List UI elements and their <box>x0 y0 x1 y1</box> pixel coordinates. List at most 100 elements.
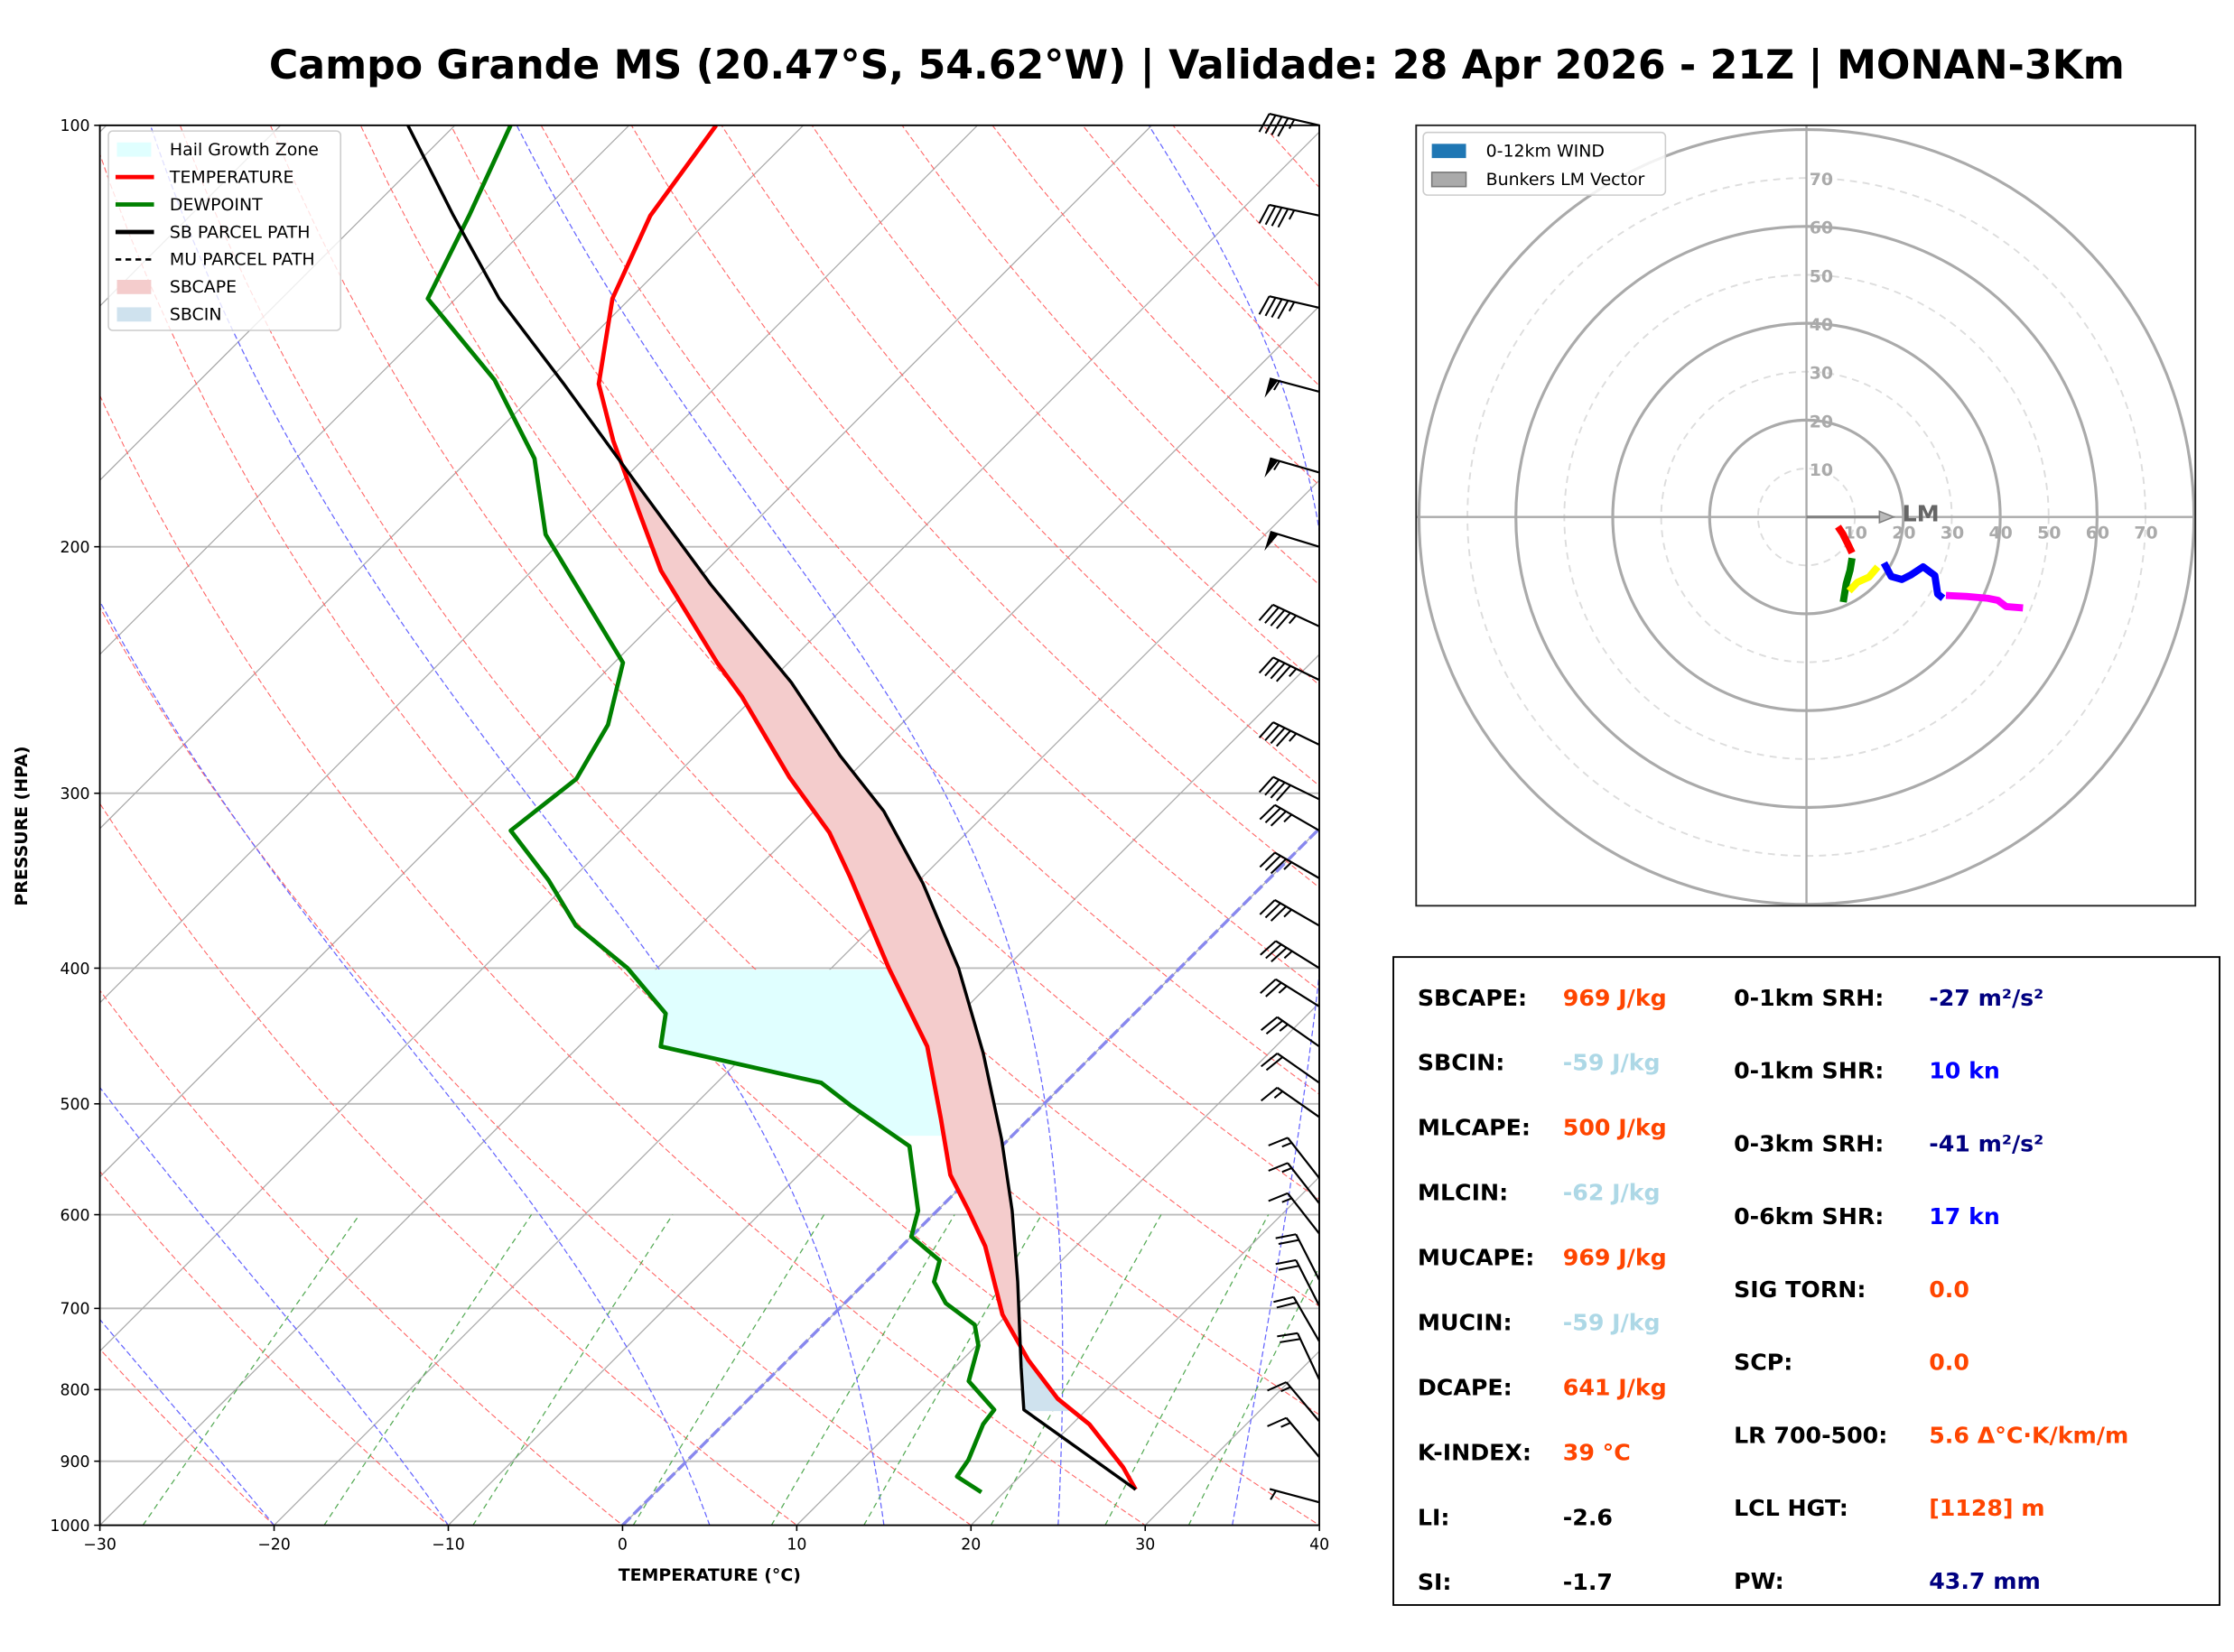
freezing-isotherm <box>621 826 1320 1526</box>
stat-value: 0.0 <box>1929 1276 1969 1303</box>
dry-adiabat-line <box>99 394 1147 1526</box>
sbcape-fill <box>621 462 1020 1346</box>
stat-row: DCAPE: 641 J/kg <box>1418 1374 1667 1400</box>
dry-adiabat-line <box>99 606 973 1526</box>
skew-t-chart: −30 −20 −10 0 10 20 30 40 100 200 300 400 500 600 700 8… <box>12 112 1329 1585</box>
stat-row: SIG TORN: 0.0 <box>1734 1276 1969 1303</box>
hodograph-chart: 10 10 20 20 30 30 40 40 50 50 60 60 70 70 LM 0-12km WI… <box>1415 124 2197 907</box>
wind-barb-feather <box>1265 943 1282 960</box>
bunkers-lm-arrowhead <box>1878 510 1896 524</box>
hodograph-plot: 10 10 20 20 30 30 40 40 50 50 60 60 70 70 LM <box>1416 125 2196 906</box>
stat-value: -59 J/kg <box>1563 1050 1661 1076</box>
wind-barb <box>1269 1488 1320 1504</box>
wind-barb-feather <box>1258 656 1274 674</box>
hodograph-ring-label: 60 <box>1810 218 1833 238</box>
stat-value: -27 m²/s² <box>1929 985 2043 1011</box>
hodograph-wind-segment <box>1880 561 1946 601</box>
legend-label: SBCAPE <box>170 277 237 297</box>
stat-row: MLCAPE: 500 J/kg <box>1418 1115 1667 1141</box>
x-tick-label: 20 <box>961 1536 981 1554</box>
skew-t-profiles <box>406 125 1138 1494</box>
stat-row: 0-6km SHR: 17 kn <box>1734 1203 2000 1230</box>
mixing-ratio-line <box>632 1214 825 1526</box>
wind-barb-staff <box>1275 940 1320 970</box>
wind-barb-feather <box>1264 297 1277 317</box>
wind-barb-feather <box>1258 721 1274 738</box>
wind-barb-feather <box>1259 803 1276 821</box>
wind-barb-feather <box>1270 662 1286 680</box>
stat-row: LCL HGT: [1128] m <box>1734 1495 2045 1521</box>
y-tick-label: 600 <box>60 1207 89 1225</box>
wind-barb-feather <box>1258 604 1274 621</box>
wind-barb <box>1264 377 1320 398</box>
wind-barb-staff <box>1275 978 1320 1007</box>
hodograph-ring-label: 40 <box>1810 315 1833 335</box>
wind-barb <box>1258 721 1320 747</box>
legend-swatch <box>116 142 152 157</box>
wind-barb-feather <box>1278 1265 1299 1271</box>
wind-barb-feather <box>1258 775 1274 794</box>
skew-t-fills <box>621 462 1074 1412</box>
stats-box <box>1392 956 2220 1606</box>
hodograph-legend-label: Bunkers LM Vector <box>1486 170 1645 190</box>
wind-barbs <box>1258 112 1321 1504</box>
legend-label: DEWPOINT <box>170 195 263 215</box>
stat-value: -59 J/kg <box>1563 1309 1661 1335</box>
wind-barb <box>1268 1162 1320 1204</box>
wind-barb-feather <box>1270 782 1286 799</box>
wind-barb-staff <box>1276 1052 1320 1084</box>
stat-row: MUCIN: -59 J/kg <box>1418 1309 1661 1335</box>
wind-barb <box>1261 1052 1320 1084</box>
wind-barb-staff <box>1295 1233 1321 1281</box>
wind-barb <box>1277 1332 1321 1380</box>
wind-barb-feather <box>1275 664 1291 682</box>
stat-value: 0.0 <box>1929 1350 1969 1376</box>
wind-barb-half-feather <box>1273 460 1280 471</box>
wind-barb-half-feather <box>1283 950 1293 960</box>
wind-barb-feather <box>1264 855 1281 871</box>
moist-adiabat-line <box>99 1086 449 1526</box>
wind-barb <box>1267 1381 1320 1423</box>
wind-barb <box>1258 112 1320 137</box>
stat-row: MLCIN: -62 J/kg <box>1418 1180 1661 1206</box>
hodograph-ring-label: 20 <box>1892 523 1915 543</box>
wind-barb-staff <box>1270 530 1320 548</box>
wind-barb <box>1264 457 1320 478</box>
skew-t-ticks: −30 −20 −10 0 10 20 30 40 100 200 300 400 500 600 700 8… <box>50 117 1329 1554</box>
y-tick-label: 200 <box>60 539 89 557</box>
hodograph-wind-segment <box>1839 557 1856 603</box>
hodograph-legend-box <box>1422 131 1667 196</box>
x-tick-label: 10 <box>787 1536 806 1554</box>
wind-barb-half-feather <box>1280 1422 1291 1428</box>
stat-label: LI: <box>1418 1504 1450 1530</box>
wind-barb-feather <box>1267 1381 1287 1392</box>
wind-barb-feather <box>1268 1192 1289 1202</box>
wind-barb-feather <box>1259 851 1276 868</box>
wind-barb <box>1268 1137 1320 1179</box>
hodograph-legend: 0-12km WIND Bunkers LM Vector <box>1422 131 1667 196</box>
stat-value: 969 J/kg <box>1563 985 1667 1011</box>
wind-barb-feather <box>1271 298 1283 318</box>
wind-barb-half-feather <box>1283 908 1292 918</box>
dry-adiabat-line <box>99 803 798 1526</box>
mixing-ratio-line <box>770 1214 955 1526</box>
wind-barb-feather <box>1261 1087 1279 1102</box>
wind-barb-staff <box>1269 1488 1320 1504</box>
wind-barb-flag <box>1264 458 1279 478</box>
stat-label: SBCAPE: <box>1418 985 1527 1011</box>
hail-growth-zone-fill <box>628 970 945 1137</box>
legend-item: Hail Growth Zone <box>116 140 319 160</box>
wind-barb-feather <box>1276 612 1291 629</box>
stat-row: LI: -2.6 <box>1418 1504 1613 1530</box>
skew-t-background-lines <box>99 125 1320 1526</box>
wind-barb-feather <box>1271 947 1288 963</box>
x-tick-label: −20 <box>257 1536 291 1554</box>
x-tick-label: −10 <box>432 1536 465 1554</box>
y-axis-label: PRESSURE (HPA) <box>12 746 32 905</box>
legend-label: TEMPERATURE <box>169 167 294 187</box>
isotherm-line <box>273 479 1320 1526</box>
hodograph-ring-label: 30 <box>1810 364 1833 384</box>
x-tick-label: −30 <box>83 1536 116 1554</box>
wind-barb <box>1267 1416 1320 1458</box>
wind-barb-half-feather <box>1288 615 1298 625</box>
